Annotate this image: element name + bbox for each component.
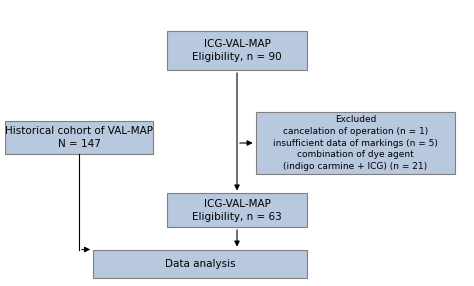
FancyBboxPatch shape (255, 112, 456, 174)
FancyBboxPatch shape (5, 121, 154, 154)
Text: Historical cohort of VAL-MAP
N = 147: Historical cohort of VAL-MAP N = 147 (5, 126, 153, 149)
Text: ICG-VAL-MAP
Eligibility, n = 90: ICG-VAL-MAP Eligibility, n = 90 (192, 39, 282, 62)
FancyBboxPatch shape (167, 193, 307, 227)
Text: Excluded
cancelation of operation (n = 1)
insufficient data of markings (n = 5)
: Excluded cancelation of operation (n = 1… (273, 115, 438, 171)
Text: ICG-VAL-MAP
Eligibility, n = 63: ICG-VAL-MAP Eligibility, n = 63 (192, 199, 282, 222)
FancyBboxPatch shape (93, 249, 307, 277)
FancyBboxPatch shape (167, 31, 307, 70)
Text: Data analysis: Data analysis (164, 259, 235, 269)
